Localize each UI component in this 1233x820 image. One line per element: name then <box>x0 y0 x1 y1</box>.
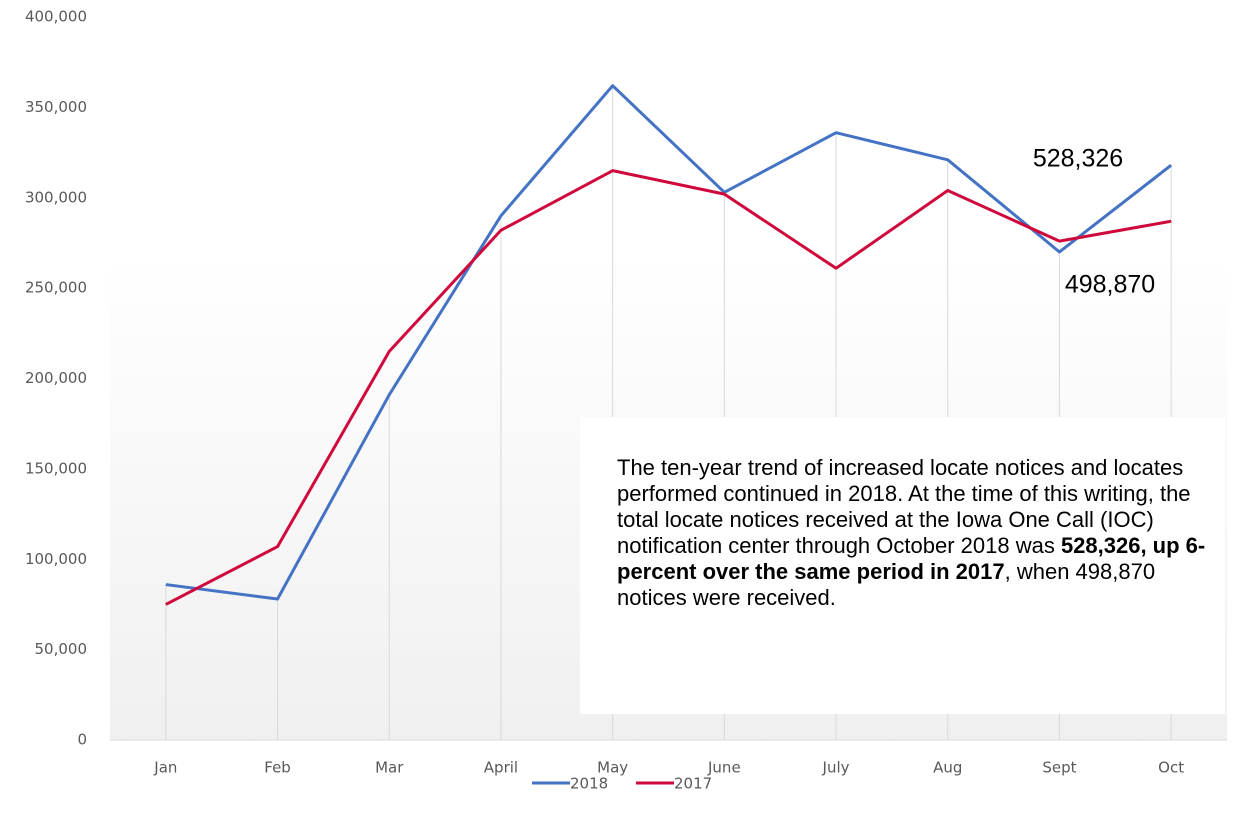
x-tick-label: Aug <box>933 759 962 777</box>
y-tick-label: 200,000 <box>25 369 87 387</box>
x-tick-label: Oct <box>1158 759 1184 777</box>
y-tick-label: 300,000 <box>25 188 87 206</box>
x-tick-label: July <box>822 759 850 777</box>
legend-label: 2017 <box>674 775 712 793</box>
series-line <box>165 169 1172 606</box>
annotation: 498,870 <box>1065 271 1155 299</box>
y-tick-label: 350,000 <box>25 98 87 116</box>
y-tick-label: 150,000 <box>25 459 87 477</box>
y-tick-label: 0 <box>77 731 87 749</box>
bold-text: 528,326, up 6-percent over the same peri… <box>617 533 1206 584</box>
text: The ten-year trend of increased locate n… <box>617 455 1191 558</box>
series-line <box>165 84 1173 601</box>
legend-label: 2018 <box>570 775 608 793</box>
x-tick-label: May <box>597 759 628 777</box>
text-box: The ten-year trend of increased locate n… <box>580 417 1225 714</box>
y-tick-label: 400,000 <box>25 8 87 26</box>
x-tick-label: April <box>484 759 518 777</box>
y-tick-label: 250,000 <box>25 279 87 297</box>
x-tick-label: June <box>707 759 741 777</box>
annotation: 528,326 <box>1033 145 1123 173</box>
y-tick-label: 100,000 <box>25 550 87 568</box>
x-tick-label: Jan <box>153 759 177 777</box>
text: , when 498,870 notices were received. <box>617 559 1156 610</box>
x-tick-label: Mar <box>375 759 404 777</box>
x-tick-label: Feb <box>264 759 291 777</box>
x-tick-label: Sept <box>1042 759 1076 777</box>
y-tick-label: 50,000 <box>35 640 88 658</box>
